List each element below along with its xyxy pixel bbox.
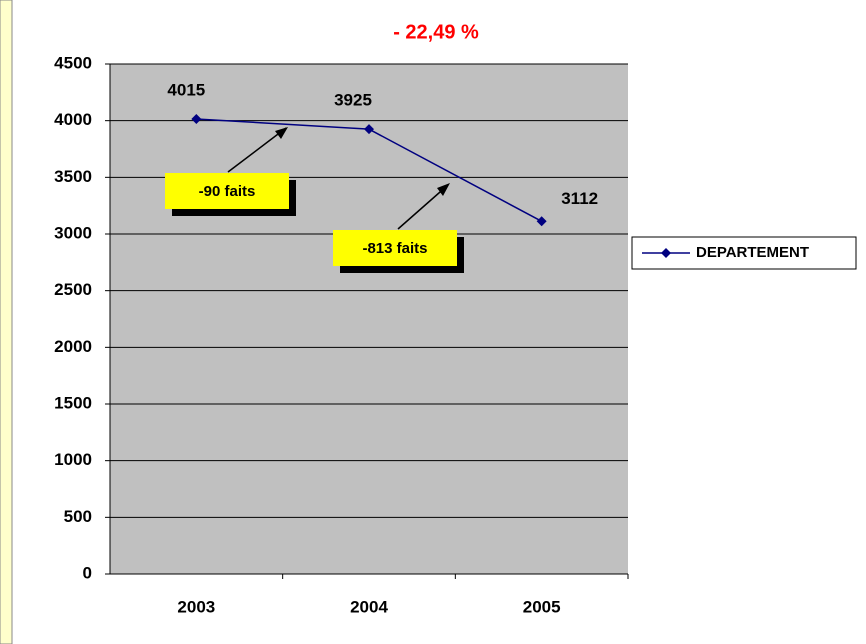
y-tick-label: 3500 [54,167,92,186]
annotation-text: -90 faits [199,183,256,200]
arrow-head [437,183,450,196]
annotation-box [333,230,457,266]
x-tick-label: 2004 [350,597,388,616]
plot-area [110,64,628,574]
annotation-arrow [227,127,287,173]
y-tick-label: 4000 [54,110,92,129]
y-tick-label: 2000 [54,337,92,356]
legend-marker [661,248,671,258]
chart-title: - 22,49 % [393,21,479,43]
data-label: 3925 [334,91,372,110]
arrow-head [275,127,288,139]
legend-label: DEPARTEMENT [696,244,809,261]
data-point [364,124,374,135]
y-tick-label: 1500 [54,393,92,412]
x-tick-label: 2005 [523,597,561,616]
annotation-1: -90 faits [165,127,296,216]
data-point [536,216,547,227]
annotation-box [165,173,289,209]
data-point [191,113,202,124]
annotation-2: -813 faits [333,183,464,273]
x-tick-label: 2003 [177,597,215,616]
side-strip [0,0,13,644]
y-tick-label: 4500 [54,53,92,72]
y-tick-label: 0 [83,563,92,582]
annotation-text: -813 faits [362,240,427,257]
data-label: 4015 [167,80,205,99]
annotation-arrow [397,184,449,230]
y-tick-label: 3000 [54,223,92,242]
data-label: 3112 [561,189,598,208]
y-tick-label: 2500 [54,280,92,299]
y-tick-label: 1000 [54,450,92,469]
y-tick-label: 500 [64,507,92,526]
